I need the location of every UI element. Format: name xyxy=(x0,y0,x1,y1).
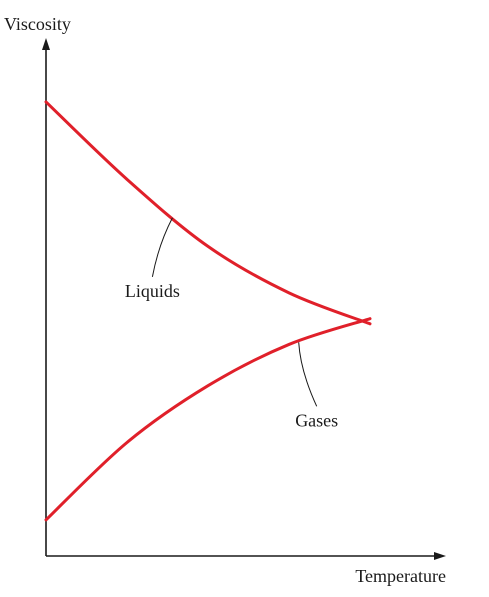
y-axis-arrow xyxy=(42,38,50,50)
y-axis xyxy=(42,38,50,556)
y-axis-label: Viscosity xyxy=(4,14,71,34)
series-line-gases xyxy=(44,317,372,522)
series-line-liquids xyxy=(44,100,372,326)
x-axis-arrow xyxy=(434,552,446,560)
x-axis-label: Temperature xyxy=(355,566,446,586)
leader-line-gases xyxy=(298,342,318,407)
x-axis xyxy=(46,552,446,560)
series-layer: Liquids Gases xyxy=(44,100,372,522)
annotation-gases: Gases xyxy=(295,410,338,430)
annotation-liquids: Liquids xyxy=(125,281,180,301)
leader-line-liquids xyxy=(151,217,173,277)
